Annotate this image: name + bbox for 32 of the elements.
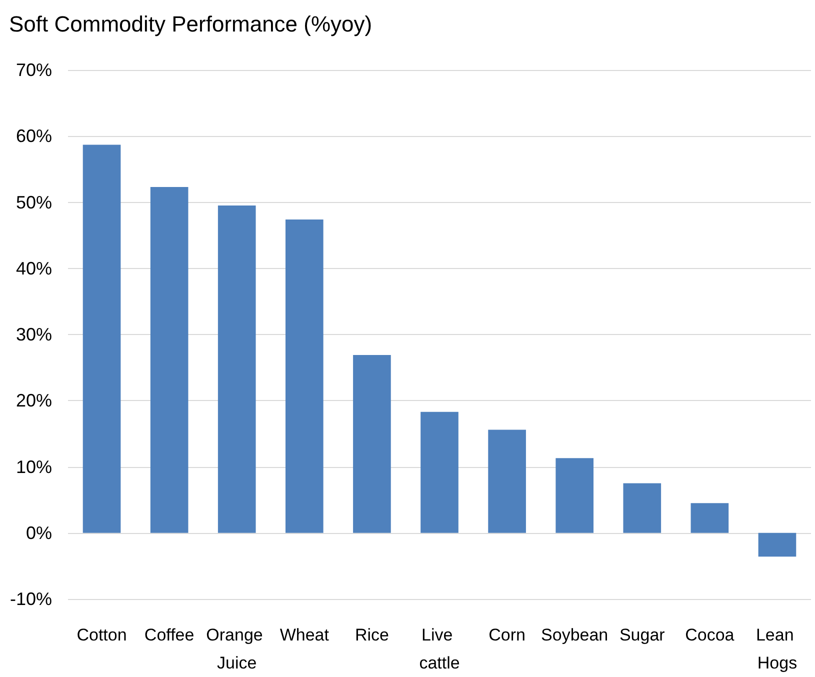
bar (285, 219, 324, 533)
y-tick-label: 60% (16, 126, 52, 146)
x-tick-label: Cotton (76, 626, 127, 644)
y-tick-label: 70% (16, 60, 52, 80)
bar (758, 532, 796, 557)
chart-title: Soft Commodity Performance (%yoy) (9, 12, 372, 36)
bar (420, 412, 458, 533)
y-tick-label: 0% (26, 522, 52, 543)
x-tick-label: Sugar (619, 626, 666, 644)
bar (218, 206, 256, 533)
bar (150, 187, 188, 533)
x-tick-label: Rice (354, 626, 389, 644)
x-tick-label: Soybean (541, 626, 608, 644)
bar (690, 503, 729, 533)
y-tick-label: 50% (16, 192, 52, 212)
bar (488, 430, 526, 533)
x-tick-label: Lean Hogs (756, 626, 798, 672)
y-tick-label: 20% (16, 390, 52, 411)
x-tick-label: Live cattle (419, 626, 460, 672)
y-tick-label: 40% (16, 258, 52, 278)
bar (556, 458, 594, 533)
y-tick-label: 10% (16, 456, 52, 477)
y-tick-label: 30% (16, 324, 52, 344)
x-tick-label: Orange Juice (206, 626, 268, 672)
y-tick-label: -10% (10, 589, 52, 609)
x-tick-label: Corn (488, 626, 526, 644)
bar (623, 483, 662, 533)
bar (82, 144, 121, 533)
x-tick-label: Wheat (280, 626, 330, 644)
bar (353, 355, 391, 533)
x-tick-label: Cocoa (685, 626, 735, 644)
x-tick-label: Coffee (144, 626, 194, 644)
